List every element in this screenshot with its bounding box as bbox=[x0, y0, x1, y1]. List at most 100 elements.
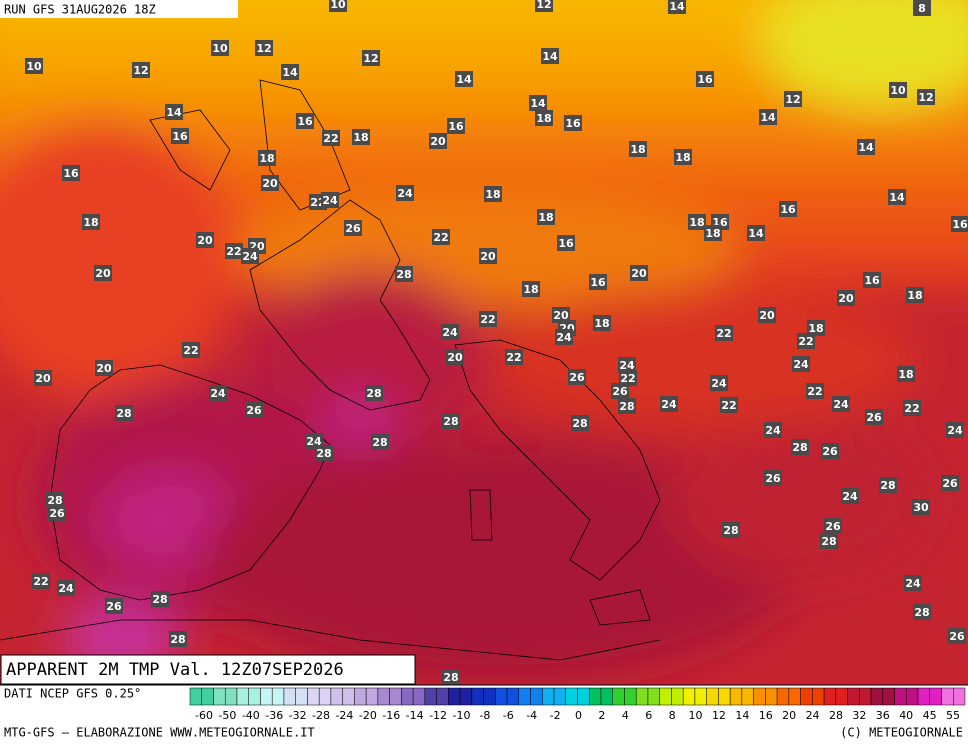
label-box bbox=[720, 397, 738, 413]
color-swatch bbox=[800, 687, 813, 706]
label-box bbox=[535, 110, 553, 126]
value-label: 26 bbox=[345, 222, 361, 235]
value-label: 18 bbox=[536, 112, 551, 125]
label-box bbox=[429, 133, 447, 149]
legend-tick-label: 2 bbox=[598, 709, 605, 722]
label-box bbox=[46, 492, 64, 508]
label-box bbox=[807, 320, 825, 336]
color-swatch bbox=[953, 687, 966, 706]
legend-tick-label: -8 bbox=[479, 709, 490, 722]
value-label: 14 bbox=[760, 111, 776, 124]
value-label: 22 bbox=[433, 231, 448, 244]
color-swatch bbox=[788, 687, 801, 706]
coastlines bbox=[0, 79, 661, 661]
value-label: 8 bbox=[918, 2, 926, 15]
label-box bbox=[537, 209, 555, 225]
label-box bbox=[209, 385, 227, 401]
value-label: 16 bbox=[172, 130, 188, 143]
label-box bbox=[747, 225, 765, 241]
label-box bbox=[281, 64, 299, 80]
label-box bbox=[879, 477, 897, 493]
value-label: 22 bbox=[716, 327, 731, 340]
value-label: 10 bbox=[890, 84, 906, 97]
value-label: 20 bbox=[35, 372, 51, 385]
value-label: 18 bbox=[689, 216, 704, 229]
legend-tick-label: 10 bbox=[689, 709, 703, 722]
value-label: 24 bbox=[556, 331, 572, 344]
label-box bbox=[455, 71, 473, 87]
color-swatch bbox=[436, 687, 449, 706]
legend-tick-label: 28 bbox=[829, 709, 843, 722]
value-label: 18 bbox=[630, 143, 645, 156]
credit-text: MTG-GFS — ELABORAZIONE WWW.METEOGIORNALE… bbox=[4, 726, 315, 740]
label-box bbox=[593, 315, 611, 331]
value-label: 14 bbox=[542, 50, 558, 63]
label-box bbox=[105, 598, 123, 614]
label-box bbox=[115, 405, 133, 421]
label-box bbox=[245, 402, 263, 418]
color-swatch bbox=[682, 687, 696, 706]
value-label: 16 bbox=[297, 115, 313, 128]
color-swatch bbox=[859, 687, 872, 706]
legend-tick-label: -10 bbox=[452, 709, 470, 722]
label-box bbox=[710, 375, 728, 391]
color-legend: -60 -50 -40 -36 -32 -28 -24 -20 -16 -14 -12 -10 -8 -6… bbox=[189, 687, 966, 722]
label-box bbox=[296, 113, 314, 129]
label-box bbox=[446, 349, 464, 365]
label-box bbox=[889, 82, 907, 98]
legend-tick-label: -20 bbox=[359, 709, 377, 722]
label-box bbox=[618, 357, 636, 373]
label-box bbox=[589, 274, 607, 290]
value-label: 24 bbox=[619, 359, 635, 372]
value-label: 22 bbox=[506, 351, 521, 364]
value-label: 28 bbox=[372, 436, 387, 449]
legend-tick-label: 32 bbox=[852, 709, 866, 722]
value-label: 20 bbox=[95, 267, 111, 280]
label-box bbox=[505, 349, 523, 365]
color-swatch bbox=[870, 687, 884, 706]
label-box bbox=[759, 109, 777, 125]
legend-tick-label: -2 bbox=[550, 709, 561, 722]
label-box bbox=[820, 533, 838, 549]
color-swatch bbox=[307, 687, 320, 706]
label-box bbox=[797, 333, 815, 349]
color-swatch bbox=[718, 687, 731, 706]
value-label: 28 bbox=[792, 441, 807, 454]
label-box bbox=[832, 396, 850, 412]
label-box bbox=[479, 311, 497, 327]
label-box bbox=[225, 243, 243, 259]
label-box bbox=[863, 272, 881, 288]
color-swatch bbox=[577, 687, 590, 706]
label-box bbox=[948, 628, 966, 644]
value-label: 22 bbox=[798, 335, 813, 348]
color-swatch bbox=[635, 687, 649, 706]
label-box bbox=[432, 229, 450, 245]
label-box bbox=[897, 366, 915, 382]
value-label: 14 bbox=[858, 141, 874, 154]
color-swatch bbox=[283, 687, 296, 706]
value-label: 12 bbox=[363, 52, 378, 65]
color-swatch bbox=[647, 687, 660, 706]
value-label: 28 bbox=[152, 593, 167, 606]
label-box bbox=[321, 192, 339, 208]
value-label: 28 bbox=[443, 415, 458, 428]
value-label: 16 bbox=[952, 218, 968, 231]
value-label: 22 bbox=[904, 402, 919, 415]
value-label: 14 bbox=[456, 73, 472, 86]
value-label: 16 bbox=[565, 117, 581, 130]
value-label: 16 bbox=[558, 237, 574, 250]
color-swatch bbox=[412, 687, 426, 706]
value-label: 28 bbox=[116, 407, 131, 420]
label-box bbox=[951, 216, 968, 232]
value-label: 18 bbox=[83, 216, 98, 229]
value-label: 18 bbox=[353, 131, 368, 144]
label-box bbox=[619, 370, 637, 386]
label-box bbox=[94, 265, 112, 281]
label-box bbox=[660, 396, 678, 412]
color-swatch bbox=[189, 687, 202, 706]
value-label: 22 bbox=[480, 313, 495, 326]
color-swatch bbox=[424, 687, 437, 706]
value-label: 22 bbox=[323, 132, 338, 145]
color-swatch bbox=[565, 687, 578, 706]
